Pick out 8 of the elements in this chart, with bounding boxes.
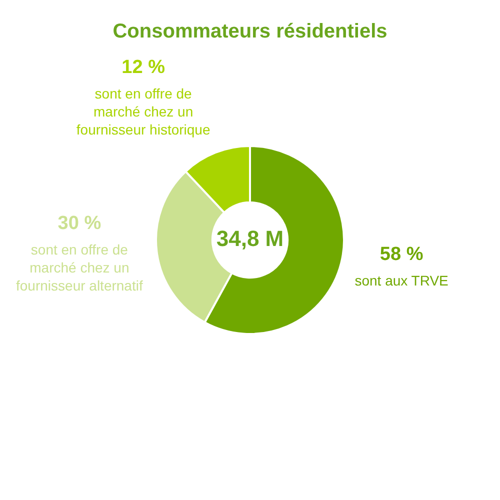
slice-label: sont aux TRVE bbox=[354, 272, 448, 289]
data-label: 12 % bbox=[122, 56, 166, 78]
data-label: 58 % bbox=[380, 244, 424, 266]
slice-label: sont en offre de marché chez un fournisseur historique bbox=[76, 85, 210, 138]
text: 34,8 M bbox=[216, 226, 284, 252]
data-label: 30 % bbox=[58, 212, 102, 234]
slice-label: sont en offre de marché chez un fournisseur alternatif bbox=[16, 241, 143, 294]
chart-title: Consommateurs résidentiels bbox=[112, 20, 388, 43]
